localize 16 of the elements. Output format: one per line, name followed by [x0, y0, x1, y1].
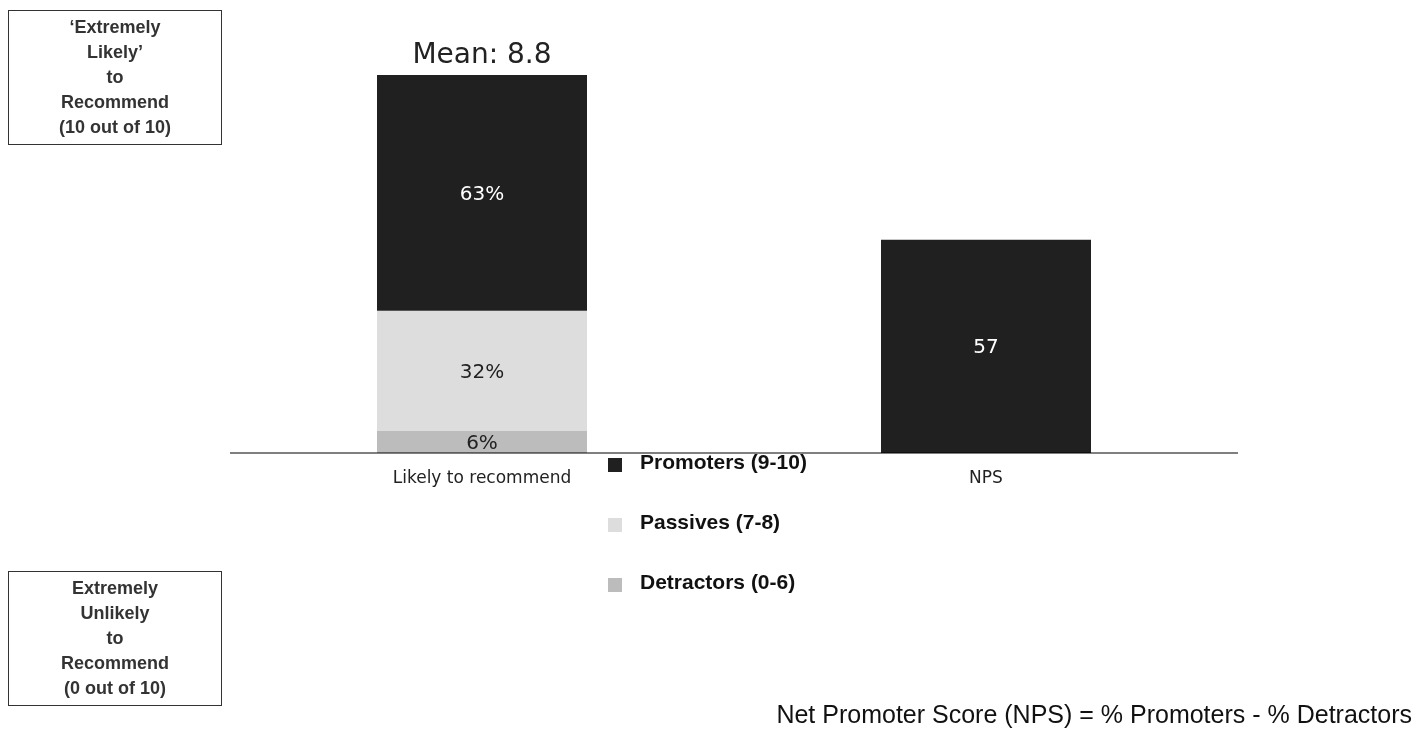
annotation: Mean: 8.8	[412, 37, 552, 70]
text: Net Promoter Score (NPS) = % Promoters - % Detractors	[776, 700, 1412, 729]
bar	[377, 75, 587, 311]
text: ‘Extremely Likely’ to Recommend (10 out of 10)	[8, 10, 222, 145]
legend-label: Detractors (0-6)	[640, 570, 796, 593]
bar	[377, 310, 587, 431]
bar	[881, 239, 1091, 453]
legend-label: Passives (7-8)	[640, 510, 781, 533]
data-label: 57	[973, 334, 999, 359]
data-label: 32%	[459, 358, 505, 383]
data-label: 63%	[459, 180, 505, 205]
legend-label: Promoters (9-10)	[640, 450, 807, 473]
text: Extremely Unlikely to Recommend (0 out of 10)	[8, 571, 222, 706]
x-tick-label: NPS	[969, 467, 1003, 488]
data-label: 6%	[466, 429, 498, 454]
x-tick-label: Likely to recommend	[392, 467, 572, 488]
